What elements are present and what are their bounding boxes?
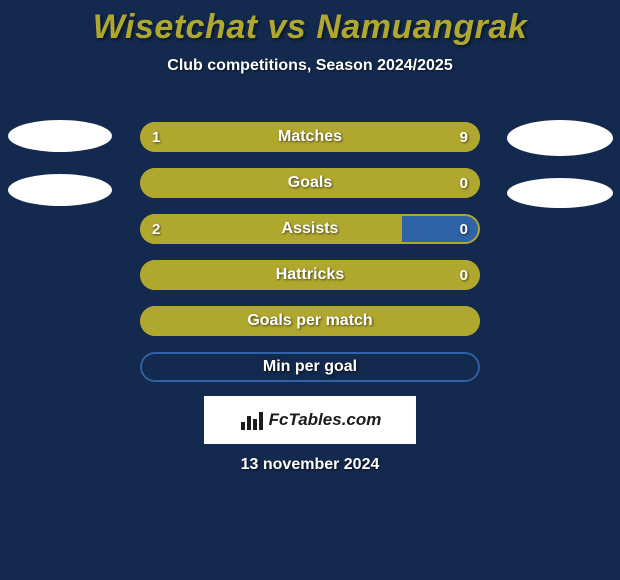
bar-value-left: 2 <box>152 214 160 244</box>
oval-shape <box>507 178 613 208</box>
stat-bars: Matches19Goals0Assists20Hattricks0Goals … <box>140 122 480 382</box>
bar-value-right: 0 <box>460 260 468 290</box>
bar-value-right: 9 <box>460 122 468 152</box>
bar-label: Min per goal <box>140 352 480 382</box>
page-subtitle: Club competitions, Season 2024/2025 <box>0 57 620 75</box>
stat-bar-row: Hattricks0 <box>140 260 480 290</box>
stat-bar-row: Min per goal <box>140 352 480 382</box>
bar-label: Assists <box>140 214 480 244</box>
bar-label: Goals per match <box>140 306 480 336</box>
bar-label: Goals <box>140 168 480 198</box>
date-text: 13 november 2024 <box>0 456 620 474</box>
bars-icon <box>239 408 263 432</box>
stat-bar-row: Goals0 <box>140 168 480 198</box>
oval-shape <box>507 120 613 156</box>
bar-label: Hattricks <box>140 260 480 290</box>
page-title: Wisetchat vs Namuangrak <box>0 0 620 47</box>
bar-value-right: 0 <box>460 168 468 198</box>
stat-bar-row: Assists2 0 <box>140 214 480 244</box>
bar-label: Matches <box>140 122 480 152</box>
oval-shape <box>8 120 112 152</box>
badge-text: FcTables.com <box>269 410 382 430</box>
oval-shape <box>8 174 112 206</box>
stat-bar-row: Matches1 9 <box>140 122 480 152</box>
player-left <box>0 120 120 206</box>
stat-bar-row: Goals per match <box>140 306 480 336</box>
bar-value-right: 0 <box>460 214 468 244</box>
bar-value-left: 1 <box>152 122 160 152</box>
fctables-badge: FcTables.com <box>204 396 416 444</box>
player-right <box>500 120 620 208</box>
